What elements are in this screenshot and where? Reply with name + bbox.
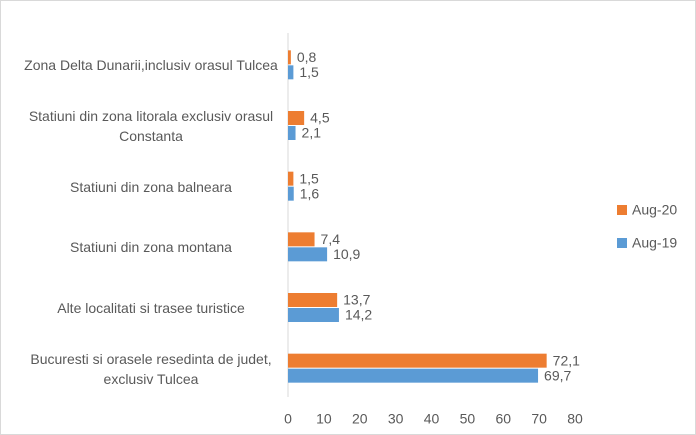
x-tick-label: 20 bbox=[352, 411, 368, 427]
category-label: Bucuresti si orasele resedinta de judet,… bbox=[30, 350, 272, 387]
bar bbox=[288, 247, 328, 262]
category-label: Alte localitati si trasee turistice bbox=[57, 300, 245, 316]
value-label: 13,7 bbox=[343, 292, 370, 308]
bar bbox=[288, 50, 291, 65]
legend-label: Aug-20 bbox=[632, 202, 677, 218]
bar bbox=[288, 368, 539, 383]
value-label: 72,1 bbox=[553, 352, 580, 368]
x-tick-label: 30 bbox=[388, 411, 404, 427]
x-tick-label: 60 bbox=[495, 411, 511, 427]
category-label: Statiuni din zona montana bbox=[70, 239, 232, 256]
x-tick-label: 70 bbox=[531, 411, 547, 427]
bar bbox=[288, 126, 296, 140]
value-label: 14,2 bbox=[345, 307, 372, 323]
category-label: Statiuni din zona litorala exclusiv oras… bbox=[28, 108, 274, 144]
bar bbox=[288, 111, 305, 125]
value-label: 0,8 bbox=[297, 49, 317, 65]
value-label: 69,7 bbox=[544, 367, 571, 383]
value-label: 1,5 bbox=[299, 170, 319, 186]
x-tick-label: 10 bbox=[316, 411, 332, 427]
value-label: 7,4 bbox=[321, 231, 341, 247]
value-label: 1,5 bbox=[299, 64, 319, 80]
value-label: 2,1 bbox=[302, 125, 322, 141]
bar bbox=[288, 171, 294, 186]
legend-swatch bbox=[617, 205, 627, 215]
x-tick-label: 40 bbox=[424, 411, 440, 427]
bar bbox=[288, 353, 547, 368]
bar bbox=[288, 65, 294, 80]
value-label: 1,6 bbox=[300, 185, 320, 201]
category-label: Zona Delta Dunarii,inclusiv orasul Tulce… bbox=[24, 57, 278, 74]
value-label: 4,5 bbox=[310, 110, 330, 126]
bar bbox=[288, 293, 338, 307]
x-tick-label: 0 bbox=[284, 411, 292, 427]
category-label: Statiuni din zona balneara bbox=[70, 178, 232, 195]
bar bbox=[288, 186, 294, 201]
x-tick-label: 80 bbox=[567, 411, 583, 427]
bar bbox=[288, 232, 315, 247]
value-label: 10,9 bbox=[333, 246, 360, 262]
x-tick-label: 50 bbox=[460, 411, 476, 427]
legend-label: Aug-19 bbox=[632, 235, 677, 251]
legend-swatch bbox=[617, 238, 627, 248]
bar bbox=[288, 308, 339, 322]
